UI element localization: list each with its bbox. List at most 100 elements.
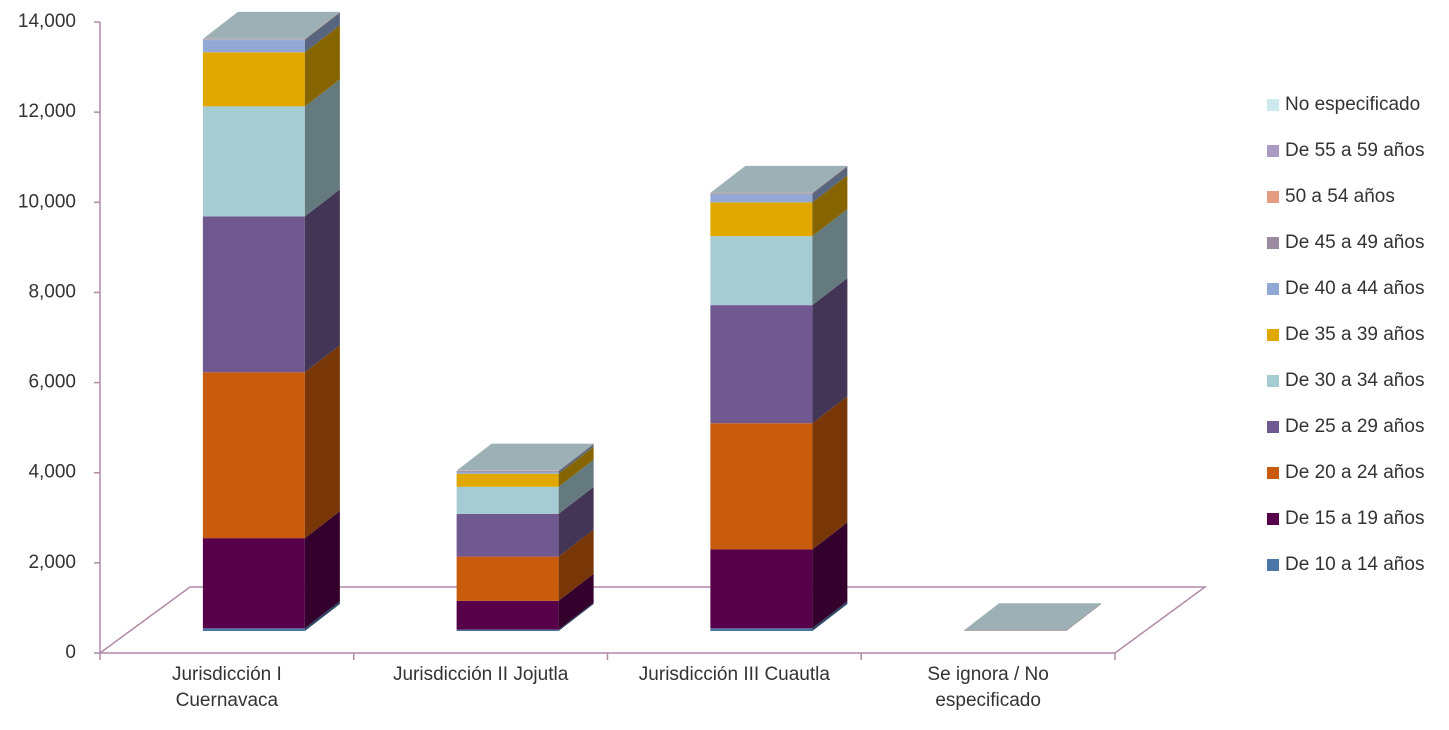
bar-segment xyxy=(456,556,559,601)
x-tick-label: Jurisdicción II Jojutla xyxy=(393,664,569,685)
bar-side xyxy=(304,189,340,373)
bar-top xyxy=(202,11,340,39)
bar-side xyxy=(1066,603,1102,631)
bar-side xyxy=(304,13,340,53)
bar-side xyxy=(558,443,594,471)
bar-side xyxy=(812,209,848,306)
bar-side xyxy=(812,175,848,237)
legend-label: No especificado xyxy=(1285,94,1420,115)
legend-swatch xyxy=(1267,237,1279,249)
legend-swatch xyxy=(1267,421,1279,433)
y-tick-label: 10,000 xyxy=(18,191,76,212)
bar-side xyxy=(304,511,340,629)
bar-side xyxy=(812,167,848,203)
legend-label: De 40 a 44 años xyxy=(1285,278,1424,299)
legend-label: 50 a 54 años xyxy=(1285,186,1395,207)
bar-side xyxy=(812,166,848,195)
bar-segment xyxy=(456,513,559,557)
legend-swatch xyxy=(1267,99,1279,111)
legend-swatch xyxy=(1267,145,1279,157)
bar-segment xyxy=(202,106,305,217)
bar-segment xyxy=(710,628,813,631)
bar-segment xyxy=(456,629,559,631)
bar-side xyxy=(1066,603,1102,631)
legend-swatch xyxy=(1267,467,1279,479)
bar-side xyxy=(812,522,848,629)
legend-label: De 30 a 34 años xyxy=(1285,370,1424,391)
bar-side xyxy=(1066,603,1102,631)
bar-segment xyxy=(202,372,305,539)
bar-segment xyxy=(202,40,305,53)
floor xyxy=(97,586,1208,654)
bar-side xyxy=(558,444,594,474)
bar-segment xyxy=(710,202,813,237)
legend-label: De 25 a 29 años xyxy=(1285,416,1424,437)
y-tick-label: 14,000 xyxy=(18,11,76,32)
bar-side xyxy=(1066,603,1102,631)
bar-side xyxy=(1066,603,1102,631)
bar-side xyxy=(1066,603,1102,631)
bar-side xyxy=(812,396,848,550)
bar-side xyxy=(812,278,848,424)
bar-segment xyxy=(202,628,305,631)
bar-side xyxy=(558,443,594,472)
bar-segment xyxy=(710,423,813,550)
bar-side xyxy=(558,486,594,557)
bar-segment xyxy=(456,486,559,514)
bar-segment xyxy=(710,236,813,306)
bar-side xyxy=(812,166,848,194)
bar-side xyxy=(558,529,594,601)
bar-side xyxy=(1066,603,1102,631)
bar-side xyxy=(304,12,340,40)
bar-side xyxy=(812,165,848,194)
y-tick-label: 8,000 xyxy=(28,281,76,302)
legend-swatch xyxy=(1267,513,1279,525)
legend-label: De 20 a 24 años xyxy=(1285,462,1424,483)
bar-top xyxy=(456,443,594,471)
bar-side xyxy=(304,79,340,217)
x-tick-label: Jurisdicción I Cuernavaca xyxy=(172,664,282,711)
bar-segment xyxy=(710,305,813,424)
legend-swatch xyxy=(1267,375,1279,387)
y-tick-label: 6,000 xyxy=(28,372,76,393)
legend-label: De 10 a 14 años xyxy=(1285,554,1424,575)
bar-segment xyxy=(456,600,559,630)
bar-side xyxy=(558,443,594,471)
bar-segment xyxy=(202,52,305,107)
legend-label: De 45 a 49 años xyxy=(1285,232,1424,253)
bar-side xyxy=(304,601,340,631)
bar-side xyxy=(1066,603,1102,631)
y-tick-label: 0 xyxy=(65,642,76,663)
bar-segment xyxy=(710,194,813,203)
bar-segment xyxy=(202,39,305,41)
bar-side xyxy=(1066,603,1102,631)
bar-side xyxy=(558,446,594,487)
legend-swatch xyxy=(1267,191,1279,203)
bar-side xyxy=(304,12,340,41)
bar-side xyxy=(812,601,848,631)
bar-side xyxy=(1066,603,1102,631)
bar-side xyxy=(558,459,594,514)
bar-segment xyxy=(710,193,813,195)
x-tick-label: Jurisdicción III Cuautla xyxy=(639,664,831,685)
bar-side xyxy=(304,25,340,107)
legend-label: De 15 a 19 años xyxy=(1285,508,1424,529)
bar-side xyxy=(304,345,340,539)
bar-side xyxy=(304,12,340,40)
bar-top xyxy=(964,603,1102,631)
legend-label: De 55 a 59 años xyxy=(1285,140,1424,161)
bar-side xyxy=(558,573,594,630)
bar-side xyxy=(558,443,594,471)
legend-swatch xyxy=(1267,283,1279,295)
y-tick-label: 4,000 xyxy=(28,462,76,483)
bar-top xyxy=(710,165,848,193)
bar-segment xyxy=(456,471,559,474)
x-tick-label: Se ignora / No especificado xyxy=(927,664,1048,711)
bar-side xyxy=(304,11,340,40)
bar-side xyxy=(812,166,848,194)
bar-side xyxy=(558,602,594,631)
y-tick-label: 12,000 xyxy=(18,101,76,122)
y-tick-label: 2,000 xyxy=(28,552,76,573)
bar-segment xyxy=(710,549,813,629)
